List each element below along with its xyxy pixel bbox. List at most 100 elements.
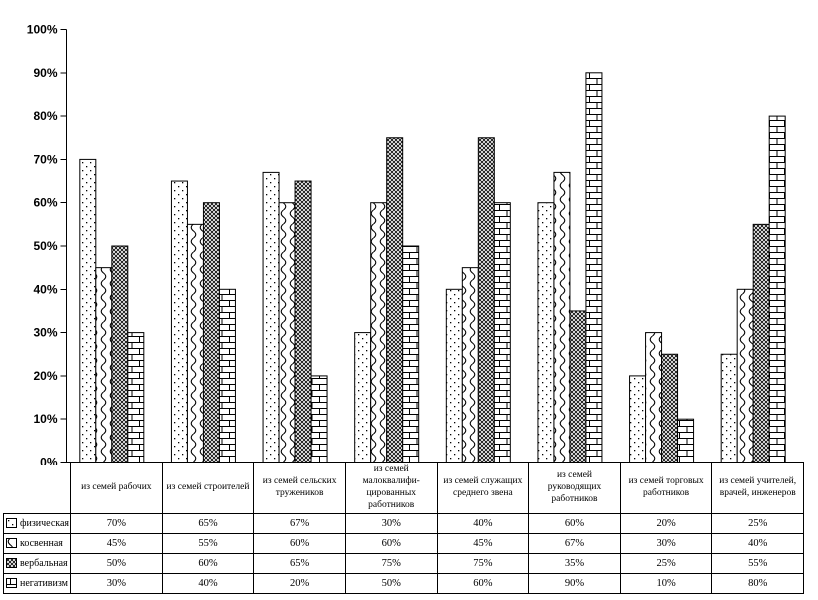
series-legend-key: негативизм xyxy=(4,578,70,589)
value-cell-косвенная-cat7: 30% xyxy=(619,532,713,554)
legend-swatch-bricks-icon xyxy=(6,578,17,588)
bar-негативизм-cat3 xyxy=(310,375,328,463)
bar-негативизм-cat7 xyxy=(677,418,695,464)
bar-физическая-cat3 xyxy=(262,171,280,463)
bar-chart-plot: 0% 10% 20% 30% 40% 50% 60% 70% 80% 90% 100% xyxy=(27,23,800,466)
category-header-3: из семей сельских тружеников xyxy=(253,462,346,514)
bar-физическая-cat6 xyxy=(537,202,555,463)
bar-физическая-cat5 xyxy=(445,288,463,463)
value-cell-негативизм-cat7: 10% xyxy=(619,572,713,594)
bar-негативизм-cat6 xyxy=(585,72,603,464)
category-header-6: из семей руководящих работников xyxy=(528,462,621,514)
series-name: вербальная xyxy=(20,557,68,569)
value-cell-физическая-cat2: 65% xyxy=(161,512,255,534)
bar-вербальная-cat2 xyxy=(202,202,220,463)
value-cell-негативизм-cat1: 30% xyxy=(70,572,163,594)
bar-негативизм-cat2 xyxy=(218,288,236,463)
value-cell-косвенная-cat1: 45% xyxy=(70,532,163,554)
series-label-cell: физическая xyxy=(2,512,72,534)
value-cell-негативизм-cat8: 80% xyxy=(711,572,805,594)
value-cell-вербальная-cat4: 75% xyxy=(344,552,438,574)
value-cell-вербальная-cat2: 60% xyxy=(161,552,255,574)
y-axis-label: 10% xyxy=(33,412,57,426)
y-axis-label: 50% xyxy=(33,239,57,253)
bar-физическая-cat1 xyxy=(79,158,97,463)
bar-косвенная-cat4 xyxy=(370,202,388,463)
series-name: негативизм xyxy=(20,577,69,589)
bar-косвенная-cat1 xyxy=(95,267,113,463)
series-legend-key: вербальная xyxy=(4,558,70,569)
table-row-физическая: физическая 70% 65% 67% 30% 40% 60% 20% 25% xyxy=(2,512,805,534)
bar-вербальная-cat7 xyxy=(661,353,679,463)
bar-косвенная-cat6 xyxy=(553,171,571,463)
category-header-4: из семей малоквалифи-цированных работник… xyxy=(344,462,438,514)
category-header-1: из семей рабочих xyxy=(70,462,163,514)
value-cell-физическая-cat8: 25% xyxy=(711,512,805,534)
value-cell-косвенная-cat8: 40% xyxy=(711,532,805,554)
value-cell-вербальная-cat3: 65% xyxy=(253,552,346,574)
chart-data-table: из семей рабочих из семей строителей из се… xyxy=(2,462,805,594)
value-cell-физическая-cat3: 67% xyxy=(253,512,346,534)
series-label-cell: вербальная xyxy=(2,552,72,574)
series-name: физическая xyxy=(20,517,70,529)
category-header-7: из семей торговых работников xyxy=(619,462,713,514)
value-cell-негативизм-cat3: 20% xyxy=(253,572,346,594)
value-cell-физическая-cat7: 20% xyxy=(619,512,713,534)
value-cell-косвенная-cat6: 67% xyxy=(528,532,621,554)
table-corner-blank xyxy=(4,463,71,514)
table-row-негативизм: негативизм 30% 40% 20% 50% 60% 90% 10% 80% xyxy=(2,572,805,594)
value-cell-косвенная-cat3: 60% xyxy=(253,532,346,554)
series-label-cell: негативизм xyxy=(2,572,72,594)
bar-вербальная-cat5 xyxy=(477,137,495,463)
bar-вербальная-cat8 xyxy=(752,223,770,463)
table-row-вербальная: вербальная 50% 60% 65% 75% 75% 35% 25% 55% xyxy=(2,552,805,574)
bar-вербальная-cat1 xyxy=(111,245,129,463)
table-row-косвенная: косвенная 45% 55% 60% 60% 45% 67% 30% 40% xyxy=(2,532,805,554)
bar-физическая-cat2 xyxy=(170,180,188,464)
bar-негативизм-cat5 xyxy=(493,202,511,463)
value-cell-вербальная-cat1: 50% xyxy=(70,552,163,574)
legend-swatch-waves-icon xyxy=(6,538,17,548)
bar-негативизм-cat1 xyxy=(127,332,145,463)
value-cell-косвенная-cat5: 45% xyxy=(436,532,530,554)
legend-swatch-crosshatch-icon xyxy=(6,558,17,568)
y-axis-label: 90% xyxy=(33,66,57,80)
value-cell-физическая-cat6: 60% xyxy=(528,512,621,534)
value-cell-косвенная-cat2: 55% xyxy=(161,532,255,554)
value-cell-вербальная-cat6: 35% xyxy=(528,552,621,574)
bar-вербальная-cat4 xyxy=(386,137,404,463)
bar-физическая-cat4 xyxy=(354,332,372,463)
value-cell-негативизм-cat5: 60% xyxy=(436,572,530,594)
bar-вербальная-cat3 xyxy=(294,180,312,464)
category-header-5: из семей служащих среднего звена xyxy=(436,462,530,514)
value-cell-вербальная-cat8: 55% xyxy=(711,552,805,574)
value-cell-негативизм-cat2: 40% xyxy=(161,572,255,594)
series-legend-key: косвенная xyxy=(4,538,70,549)
series-legend-key: физическая xyxy=(4,518,70,529)
y-axis-label: 100% xyxy=(27,23,58,37)
bar-косвенная-cat2 xyxy=(186,223,204,463)
y-axis-label: 0% xyxy=(40,456,58,466)
series-label-cell: косвенная xyxy=(2,532,72,554)
category-header-8: из семей учителей, врачей, инженеров xyxy=(711,462,805,514)
bar-физическая-cat7 xyxy=(629,375,647,463)
y-axis-label: 60% xyxy=(33,196,57,210)
bar-негативизм-cat8 xyxy=(768,115,786,463)
bar-косвенная-cat8 xyxy=(736,288,754,463)
y-axis-label: 80% xyxy=(33,109,57,123)
value-cell-вербальная-cat5: 75% xyxy=(436,552,530,574)
value-cell-вербальная-cat7: 25% xyxy=(619,552,713,574)
bar-физическая-cat8 xyxy=(720,353,738,463)
bar-негативизм-cat4 xyxy=(402,245,420,463)
y-axis-label: 20% xyxy=(33,369,57,383)
series-name: косвенная xyxy=(20,537,63,549)
bar-вербальная-cat6 xyxy=(569,310,587,464)
value-cell-негативизм-cat4: 50% xyxy=(344,572,438,594)
bar-косвенная-cat5 xyxy=(461,267,479,463)
category-header-2: из семей строителей xyxy=(161,462,255,514)
value-cell-негативизм-cat6: 90% xyxy=(528,572,621,594)
bar-косвенная-cat7 xyxy=(645,332,663,463)
table-header-row: из семей рабочих из семей строителей из се… xyxy=(4,462,805,514)
value-cell-физическая-cat1: 70% xyxy=(70,512,163,534)
